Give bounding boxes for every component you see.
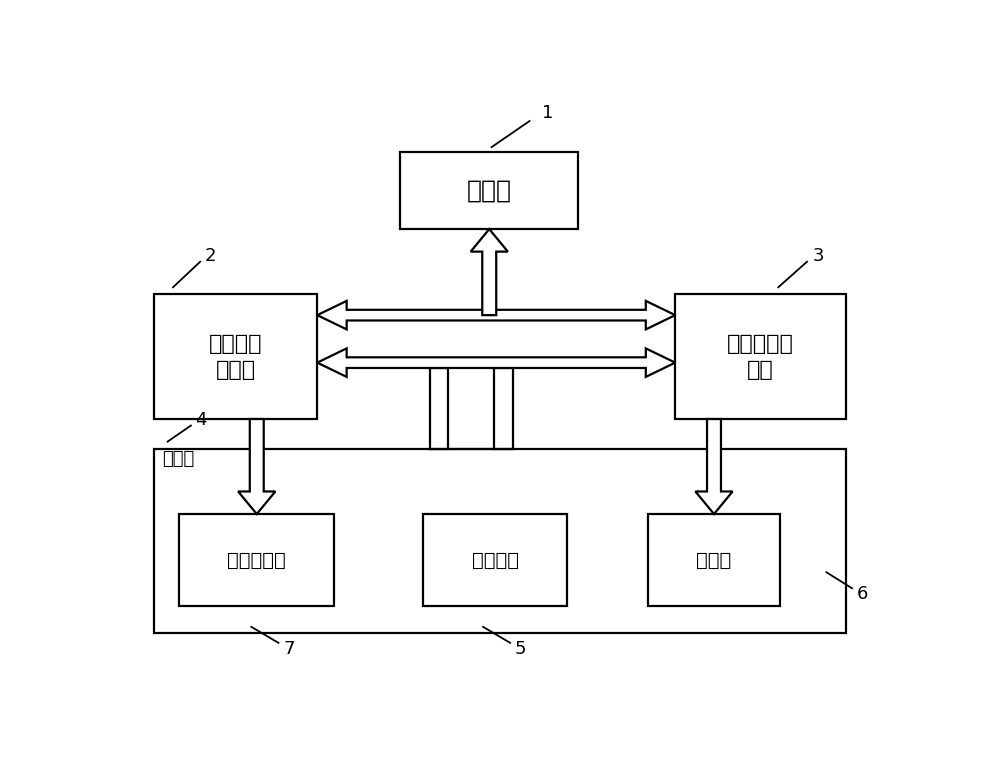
Bar [494,368,512,449]
Polygon shape [471,229,508,315]
Text: 5: 5 [514,641,526,658]
Text: 监控柜: 监控柜 [467,178,512,203]
Bar [430,368,448,449]
Text: 3: 3 [813,247,824,264]
Text: 单体泵控
制单元: 单体泵控 制单元 [209,334,263,380]
Text: 1: 1 [542,104,553,123]
Polygon shape [695,419,733,514]
Text: 6: 6 [857,585,868,603]
Text: 4: 4 [195,411,207,429]
Polygon shape [317,301,675,329]
Text: 传感器组: 传感器组 [472,550,519,570]
Bar [179,514,334,606]
Text: 气体阀: 气体阀 [696,550,732,570]
Bar [154,449,846,633]
Text: 2: 2 [205,247,216,264]
Polygon shape [317,348,675,377]
Bar [400,152,578,229]
Text: 发动机: 发动机 [162,450,194,469]
Bar [648,514,780,606]
Text: 7: 7 [284,641,295,658]
Text: 天然气控制
单元: 天然气控制 单元 [727,334,794,380]
Bar [423,514,567,606]
Polygon shape [238,419,275,514]
Bar [154,295,317,419]
Bar [675,295,846,419]
Text: 电控单体泵: 电控单体泵 [227,550,286,570]
